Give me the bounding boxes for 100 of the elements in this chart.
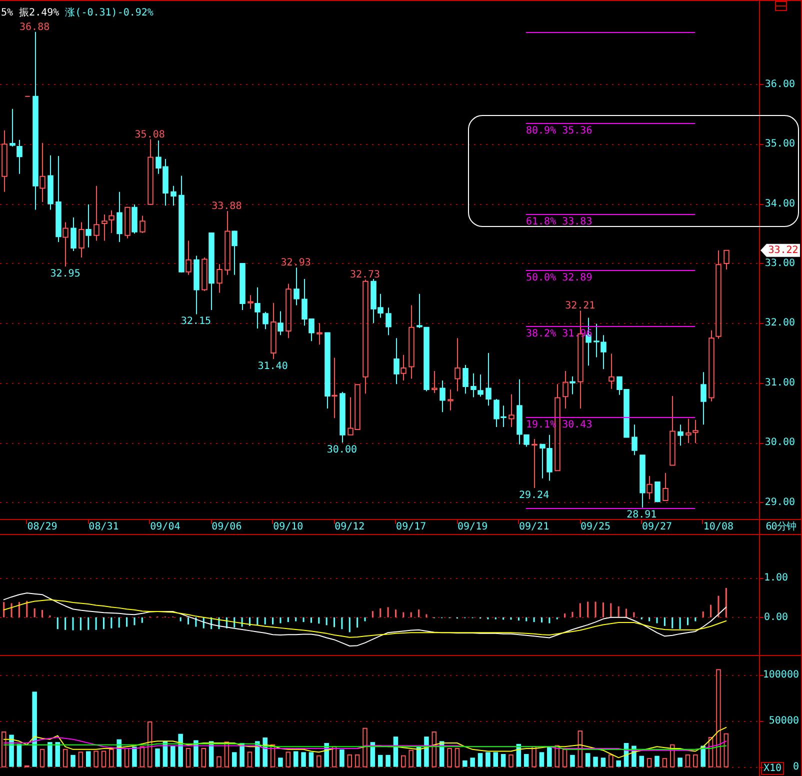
candlestick bbox=[332, 357, 338, 419]
candlestick bbox=[700, 372, 706, 426]
line-series bbox=[3, 726, 727, 758]
candlestick bbox=[108, 210, 114, 234]
bar bbox=[493, 752, 498, 767]
y-tick-label: 36.00 bbox=[764, 78, 795, 90]
x-tick-label: 09/17 bbox=[396, 522, 426, 532]
candlestick bbox=[294, 267, 300, 306]
bar bbox=[132, 746, 137, 767]
candlestick bbox=[408, 304, 414, 380]
y-tick-label: 100000 bbox=[762, 670, 799, 681]
bar bbox=[86, 751, 91, 767]
candlestick bbox=[202, 257, 208, 292]
candlestick bbox=[362, 279, 368, 394]
bar bbox=[124, 748, 130, 768]
bar bbox=[393, 736, 398, 767]
annotation: 30.00 bbox=[326, 444, 357, 456]
bar bbox=[401, 755, 406, 768]
bar bbox=[378, 754, 383, 767]
candlestick bbox=[2, 130, 8, 192]
candlestick bbox=[324, 332, 330, 410]
bar bbox=[186, 748, 191, 768]
x-tick-label: 09/04 bbox=[150, 522, 180, 532]
bar bbox=[662, 758, 668, 768]
candlestick bbox=[132, 204, 138, 234]
bar bbox=[216, 756, 222, 768]
bar bbox=[78, 752, 84, 768]
annotation: 32.73 bbox=[350, 270, 380, 281]
candlestick bbox=[140, 215, 146, 234]
candlestick bbox=[194, 255, 200, 315]
bar bbox=[16, 744, 22, 767]
candlestick bbox=[254, 286, 260, 330]
candlestick bbox=[340, 391, 346, 444]
bar bbox=[693, 754, 698, 768]
candlestick bbox=[478, 374, 484, 398]
candlestick bbox=[716, 250, 722, 340]
bar bbox=[293, 751, 298, 767]
candlestick bbox=[10, 108, 16, 147]
candlestick bbox=[94, 185, 100, 242]
bar bbox=[32, 692, 37, 767]
candlestick bbox=[594, 323, 600, 358]
candlestick bbox=[70, 217, 76, 252]
candlestick bbox=[124, 206, 130, 239]
candlestick bbox=[562, 370, 568, 410]
candlestick bbox=[148, 138, 154, 206]
candlestick bbox=[48, 154, 54, 210]
bar bbox=[201, 748, 206, 768]
candlestick bbox=[40, 142, 46, 202]
bar bbox=[170, 746, 176, 767]
y-tick-label: 0 bbox=[792, 761, 799, 772]
candlestick bbox=[262, 311, 268, 330]
candlestick bbox=[216, 264, 222, 294]
x-tick-label: 08/31 bbox=[88, 522, 119, 532]
candlestick bbox=[116, 191, 122, 242]
annotation: 32.15 bbox=[180, 316, 211, 328]
bar bbox=[340, 749, 344, 767]
x-tick-label: 09/10 bbox=[273, 522, 304, 532]
bar bbox=[646, 758, 652, 768]
bar bbox=[654, 756, 660, 767]
line-series bbox=[3, 599, 727, 638]
annotation: 35.08 bbox=[134, 129, 165, 140]
candlestick bbox=[508, 394, 514, 428]
candlestick bbox=[286, 283, 292, 339]
candlestick bbox=[432, 370, 438, 394]
bar bbox=[600, 758, 606, 767]
candlestick bbox=[724, 250, 730, 270]
candlestick bbox=[240, 262, 246, 311]
candlestick bbox=[708, 330, 714, 402]
annotation: 32.93 bbox=[280, 258, 311, 269]
bar bbox=[724, 733, 729, 768]
bar bbox=[278, 758, 283, 767]
bar bbox=[562, 748, 568, 768]
unit-note: X10 bbox=[761, 762, 784, 775]
bar bbox=[194, 740, 198, 767]
candlestick bbox=[516, 378, 522, 445]
y-tick-label: 0.00 bbox=[764, 612, 788, 623]
candlestick bbox=[632, 424, 638, 456]
candlestick bbox=[570, 376, 576, 395]
candlestick bbox=[448, 388, 454, 411]
candlestick bbox=[394, 338, 400, 385]
candlestick bbox=[16, 139, 22, 174]
annotation: 36.88 bbox=[20, 22, 50, 33]
annotation: 29.24 bbox=[519, 490, 550, 501]
candlestick bbox=[316, 322, 322, 346]
candlestick bbox=[62, 222, 68, 267]
candlestick bbox=[462, 364, 468, 394]
bar bbox=[224, 742, 230, 768]
bar bbox=[685, 754, 690, 768]
x-axis-title: 60分钟 bbox=[766, 520, 796, 532]
bar bbox=[116, 739, 122, 767]
bar bbox=[508, 754, 514, 768]
candlestick bbox=[224, 210, 230, 276]
line-series bbox=[3, 592, 727, 646]
bar bbox=[386, 754, 390, 767]
candlestick bbox=[178, 175, 184, 273]
y-tick-label: 50000 bbox=[768, 716, 799, 726]
ref-line-label: 61.8% 33.83 bbox=[526, 216, 592, 228]
candlestick bbox=[400, 354, 406, 381]
y-tick-label: 1.00 bbox=[764, 572, 788, 584]
candlestick bbox=[640, 454, 646, 508]
